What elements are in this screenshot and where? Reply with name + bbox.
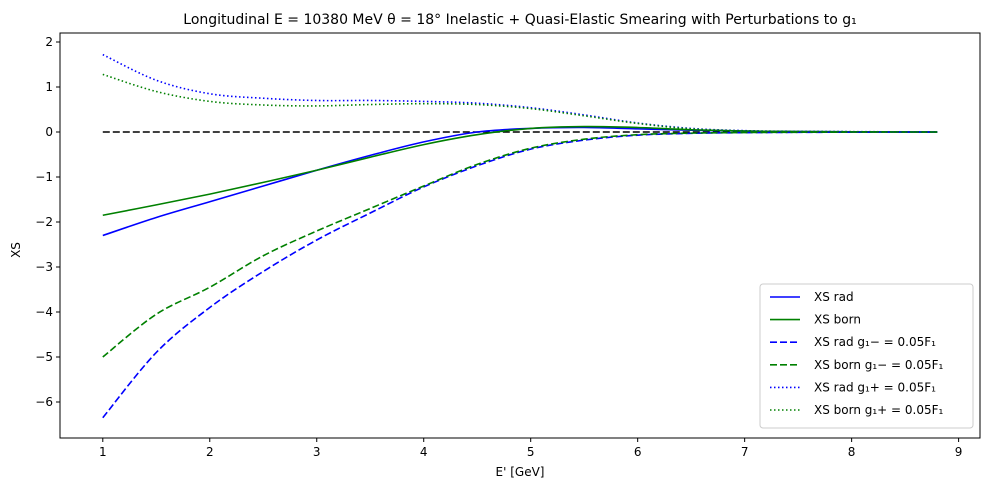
legend-label-4: XS born g₁− = 0.05F₁ (814, 358, 944, 372)
x-tick-label-4: 5 (527, 445, 535, 459)
y-tick-label-2: −4 (35, 305, 53, 319)
x-tick-label-8: 9 (955, 445, 963, 459)
x-tick-label-1: 2 (206, 445, 214, 459)
y-tick-label-8: 2 (45, 35, 53, 49)
legend-label-2: XS born (814, 313, 861, 327)
y-tick-label-5: −1 (35, 170, 53, 184)
series-line-2 (102, 125, 938, 217)
series-line-4 (102, 131, 938, 358)
y-tick-label-6: 0 (45, 125, 53, 139)
x-axis-label: E' [GeV] (496, 465, 545, 479)
x-tick-label-3: 4 (420, 445, 428, 459)
y-tick-label-1: −5 (35, 350, 53, 364)
x-tick-label-5: 6 (634, 445, 642, 459)
legend-label-6: XS born g₁+ = 0.05F₁ (814, 403, 944, 417)
y-axis-label: XS (9, 242, 23, 258)
series-line-5 (102, 53, 938, 133)
x-tick-label-6: 7 (741, 445, 749, 459)
axes-frame (59, 32, 981, 439)
x-tick-label-2: 3 (313, 445, 321, 459)
y-tick-label-4: −2 (35, 215, 53, 229)
series-line-3 (102, 131, 938, 419)
legend: XS rad XS born XS rad g₁− = 0.05F₁ XS born … (759, 283, 974, 429)
legend-box (759, 283, 974, 429)
series-line-6 (102, 73, 938, 133)
series-line-1 (102, 126, 938, 237)
chart-title: Longitudinal E = 10380 MeV θ = 18° Inela… (183, 12, 856, 28)
x-tick-label-7: 8 (848, 445, 856, 459)
y-tick-label-3: −3 (35, 260, 53, 274)
legend-label-1: XS rad (814, 290, 854, 304)
x-tick-label-0: 1 (99, 445, 107, 459)
y-tick-label-7: 1 (45, 80, 53, 94)
legend-label-5: XS rad g₁+ = 0.05F₁ (814, 380, 936, 394)
plot-area: 1 2 3 4 5 6 7 8 9 −6 −5 −4 −3 −2 −1 0 1 2 (35, 32, 981, 459)
legend-label-3: XS rad g₁− = 0.05F₁ (814, 335, 936, 349)
y-tick-label-0: −6 (35, 395, 53, 409)
